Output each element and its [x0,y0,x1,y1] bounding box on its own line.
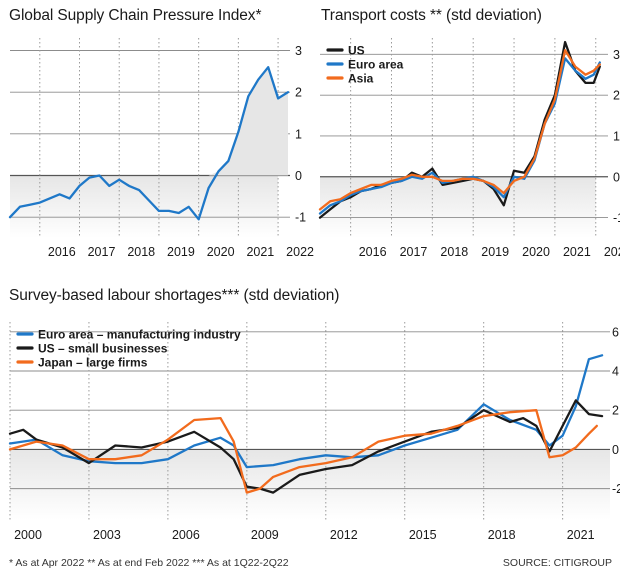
area-fill [10,67,289,176]
y-tick-label: 0 [295,169,302,183]
x-tick-label: 2020 [207,245,235,259]
y-tick-label: 2 [613,89,620,103]
legend-label: Euro area – manufacturing industry [38,327,241,341]
y-tick-label: 0 [613,170,620,184]
x-tick-label: 2018 [127,245,155,259]
y-tick-label: -1 [295,211,306,225]
chart-panel-3: 6 4 2 0 -2 2000 2003 2006 2009 2012 2015 2018 2021 Eu… [8,322,620,542]
legend-label: Euro area [348,57,404,71]
x-tick-label: 2018 [488,528,516,542]
x-tick-label: 2009 [251,528,279,542]
x-tick-label: 2012 [330,528,358,542]
labour-title: Survey-based labour shortages*** (std de… [9,287,340,304]
x-tick-label: 2022 [286,245,314,259]
y-tick-label: -2 [612,482,620,496]
series-line-main [8,66,290,221]
x-tick-label: 2006 [172,528,200,542]
y-tick-label: 1 [613,129,620,143]
x-tick-label: 2022 [604,245,620,259]
transport-title: Transport costs ** (std deviation) [321,7,542,24]
y-tick-label: 2 [612,404,619,418]
chart-panel-1: 3 2 1 0 -1 2016 2017 2018 2019 2020 2021 2022 [8,38,314,259]
legend-label: US [348,43,365,57]
negative-zone-shade [10,175,279,238]
x-tick-label: 2015 [409,528,437,542]
y-tick-label: 0 [612,443,619,457]
y-tick-label: 2 [295,86,302,100]
y-tick-label: 6 [612,325,619,339]
gscpi-title: Global Supply Chain Pressure Index* [9,7,262,24]
x-tick-label: 2019 [481,245,509,259]
y-tick-label: 1 [295,127,302,141]
negative-zone-shade [10,449,610,520]
legend-label: US – small businesses [38,341,168,355]
legend-label: Japan – large firms [38,355,148,369]
footnote-text: * As at Apr 2022 ** As at end Feb 2022 *… [9,557,289,569]
y-tick-label: -1 [613,211,620,225]
x-tick-label: 2021 [567,528,595,542]
series-line-japan [8,409,598,494]
x-tick-label: 2000 [14,528,42,542]
x-tick-label: 2016 [359,245,387,259]
source-text: SOURCE: CITIGROUP [502,557,612,569]
series-line-asia [318,49,601,211]
negative-zone-shade [320,176,596,238]
legend-label: Asia [348,71,374,85]
x-tick-label: 2017 [88,245,116,259]
x-tick-label: 2016 [48,245,76,259]
x-tick-label: 2003 [93,528,121,542]
x-tick-label: 2017 [400,245,428,259]
series-line-us [8,399,604,494]
x-tick-label: 2021 [563,245,591,259]
y-tick-label: 3 [613,48,620,62]
y-tick-label: 4 [612,365,619,379]
x-tick-label: 2021 [246,245,274,259]
y-tick-label: 3 [295,44,302,58]
x-tick-label: 2020 [522,245,550,259]
x-tick-label: 2019 [167,245,195,259]
x-tick-label: 2018 [440,245,468,259]
chart-panel-2: 3 2 1 0 -1 2016 2017 2018 2019 2020 2021 2022 USEuro… [318,38,620,259]
